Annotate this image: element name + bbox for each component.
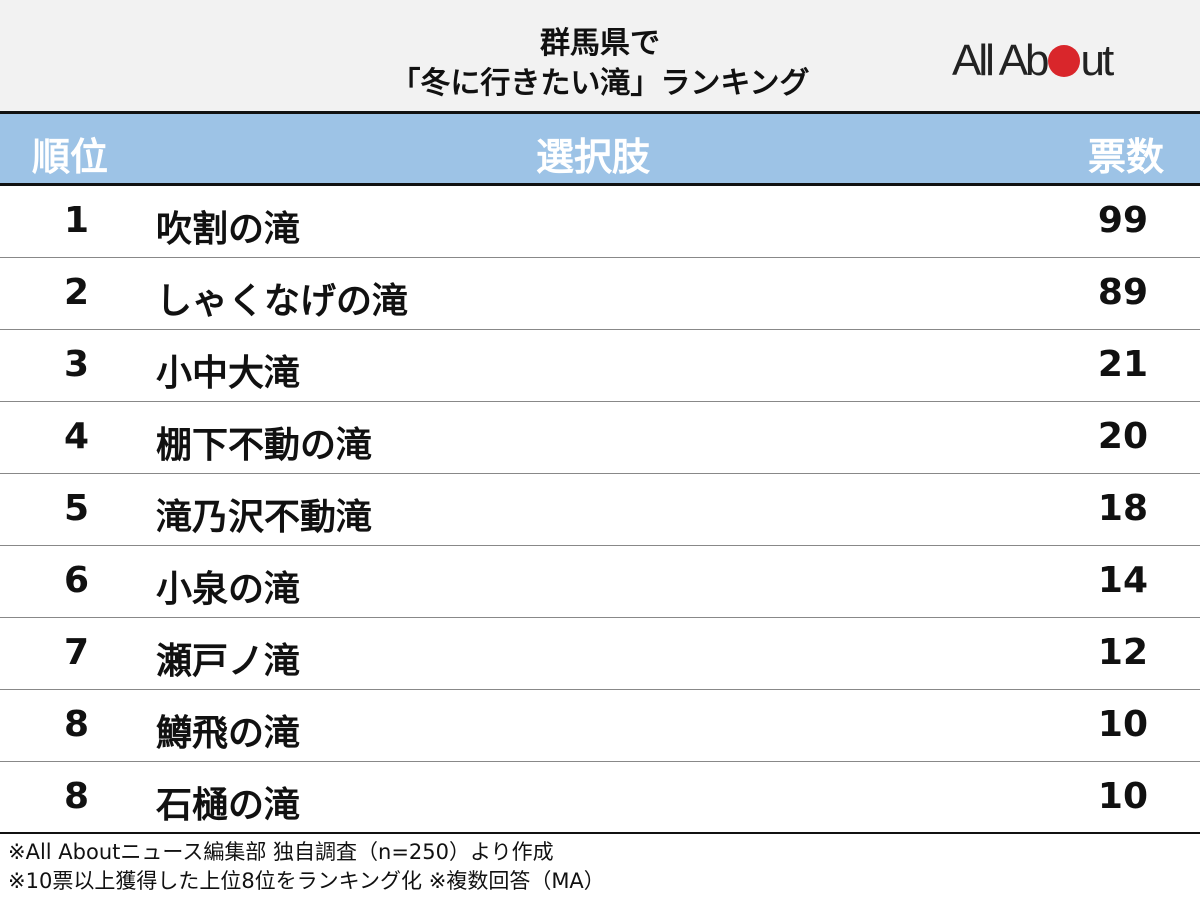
table-row: 5 滝乃沢不動滝 18 bbox=[0, 474, 1200, 546]
table-row: 3 小中大滝 21 bbox=[0, 330, 1200, 402]
votes-cell: 10 bbox=[1097, 704, 1148, 745]
choice-cell: 吹割の滝 bbox=[156, 209, 301, 250]
title-line-2: 「冬に行きたい滝」ランキング bbox=[390, 66, 810, 101]
title-line-1: 群馬県で bbox=[540, 26, 660, 61]
rank-cell: 3 bbox=[64, 344, 90, 385]
rank-cell: 7 bbox=[64, 632, 90, 673]
choice-cell: 瀬戸ノ滝 bbox=[156, 641, 301, 682]
rank-cell: 8 bbox=[64, 776, 90, 817]
table-row: 8 鱒飛の滝 10 bbox=[0, 690, 1200, 762]
rank-cell: 5 bbox=[64, 488, 90, 529]
allabout-logo: All Ab ut bbox=[952, 36, 1114, 85]
header-votes: 票数 bbox=[1087, 135, 1164, 179]
votes-cell: 18 bbox=[1097, 488, 1148, 529]
footnote-2: ※10票以上獲得した上位8位をランキング化 ※複数回答（MA） bbox=[8, 869, 605, 893]
choice-cell: 石樋の滝 bbox=[156, 785, 301, 826]
votes-cell: 12 bbox=[1097, 632, 1148, 673]
votes-cell: 99 bbox=[1097, 200, 1148, 241]
rank-cell: 4 bbox=[64, 416, 90, 457]
table-row: 4 棚下不動の滝 20 bbox=[0, 402, 1200, 474]
votes-cell: 10 bbox=[1097, 776, 1148, 817]
choice-cell: 棚下不動の滝 bbox=[156, 425, 373, 466]
rank-cell: 8 bbox=[64, 704, 90, 745]
logo-dot-icon bbox=[1047, 45, 1080, 77]
votes-cell: 20 bbox=[1097, 416, 1148, 457]
votes-cell: 89 bbox=[1097, 272, 1148, 313]
header-rank: 順位 bbox=[32, 135, 109, 179]
choice-cell: 小中大滝 bbox=[156, 353, 301, 394]
rank-cell: 6 bbox=[64, 560, 90, 601]
choice-cell: しゃくなげの滝 bbox=[156, 281, 409, 322]
table-header: 順位 選択肢 票数 bbox=[0, 114, 1200, 186]
table-row: 7 瀬戸ノ滝 12 bbox=[0, 618, 1200, 690]
table-row: 1 吹割の滝 99 bbox=[0, 186, 1200, 258]
table-row: 2 しゃくなげの滝 89 bbox=[0, 258, 1200, 330]
footnotes: ※All Aboutニュース編集部 独自調査（n=250）より作成 ※10票以上… bbox=[8, 838, 605, 896]
choice-cell: 鱒飛の滝 bbox=[156, 713, 301, 754]
choice-cell: 小泉の滝 bbox=[156, 569, 301, 610]
rank-cell: 2 bbox=[64, 272, 90, 313]
rank-cell: 1 bbox=[64, 200, 90, 241]
table-row: 6 小泉の滝 14 bbox=[0, 546, 1200, 618]
table-row: 8 石樋の滝 10 bbox=[0, 762, 1200, 834]
ranking-table: 1 吹割の滝 99 2 しゃくなげの滝 89 3 小中大滝 21 4 棚下不動の滝 20 5 滝乃沢不動滝… bbox=[0, 186, 1200, 834]
choice-cell: 滝乃沢不動滝 bbox=[156, 497, 373, 538]
footnote-1: ※All Aboutニュース編集部 独自調査（n=250）より作成 bbox=[8, 840, 554, 864]
votes-cell: 14 bbox=[1097, 560, 1148, 601]
title-banner: 群馬県で 「冬に行きたい滝」ランキング All Ab ut bbox=[0, 0, 1200, 114]
header-choice: 選択肢 bbox=[536, 135, 651, 179]
votes-cell: 21 bbox=[1097, 344, 1148, 385]
